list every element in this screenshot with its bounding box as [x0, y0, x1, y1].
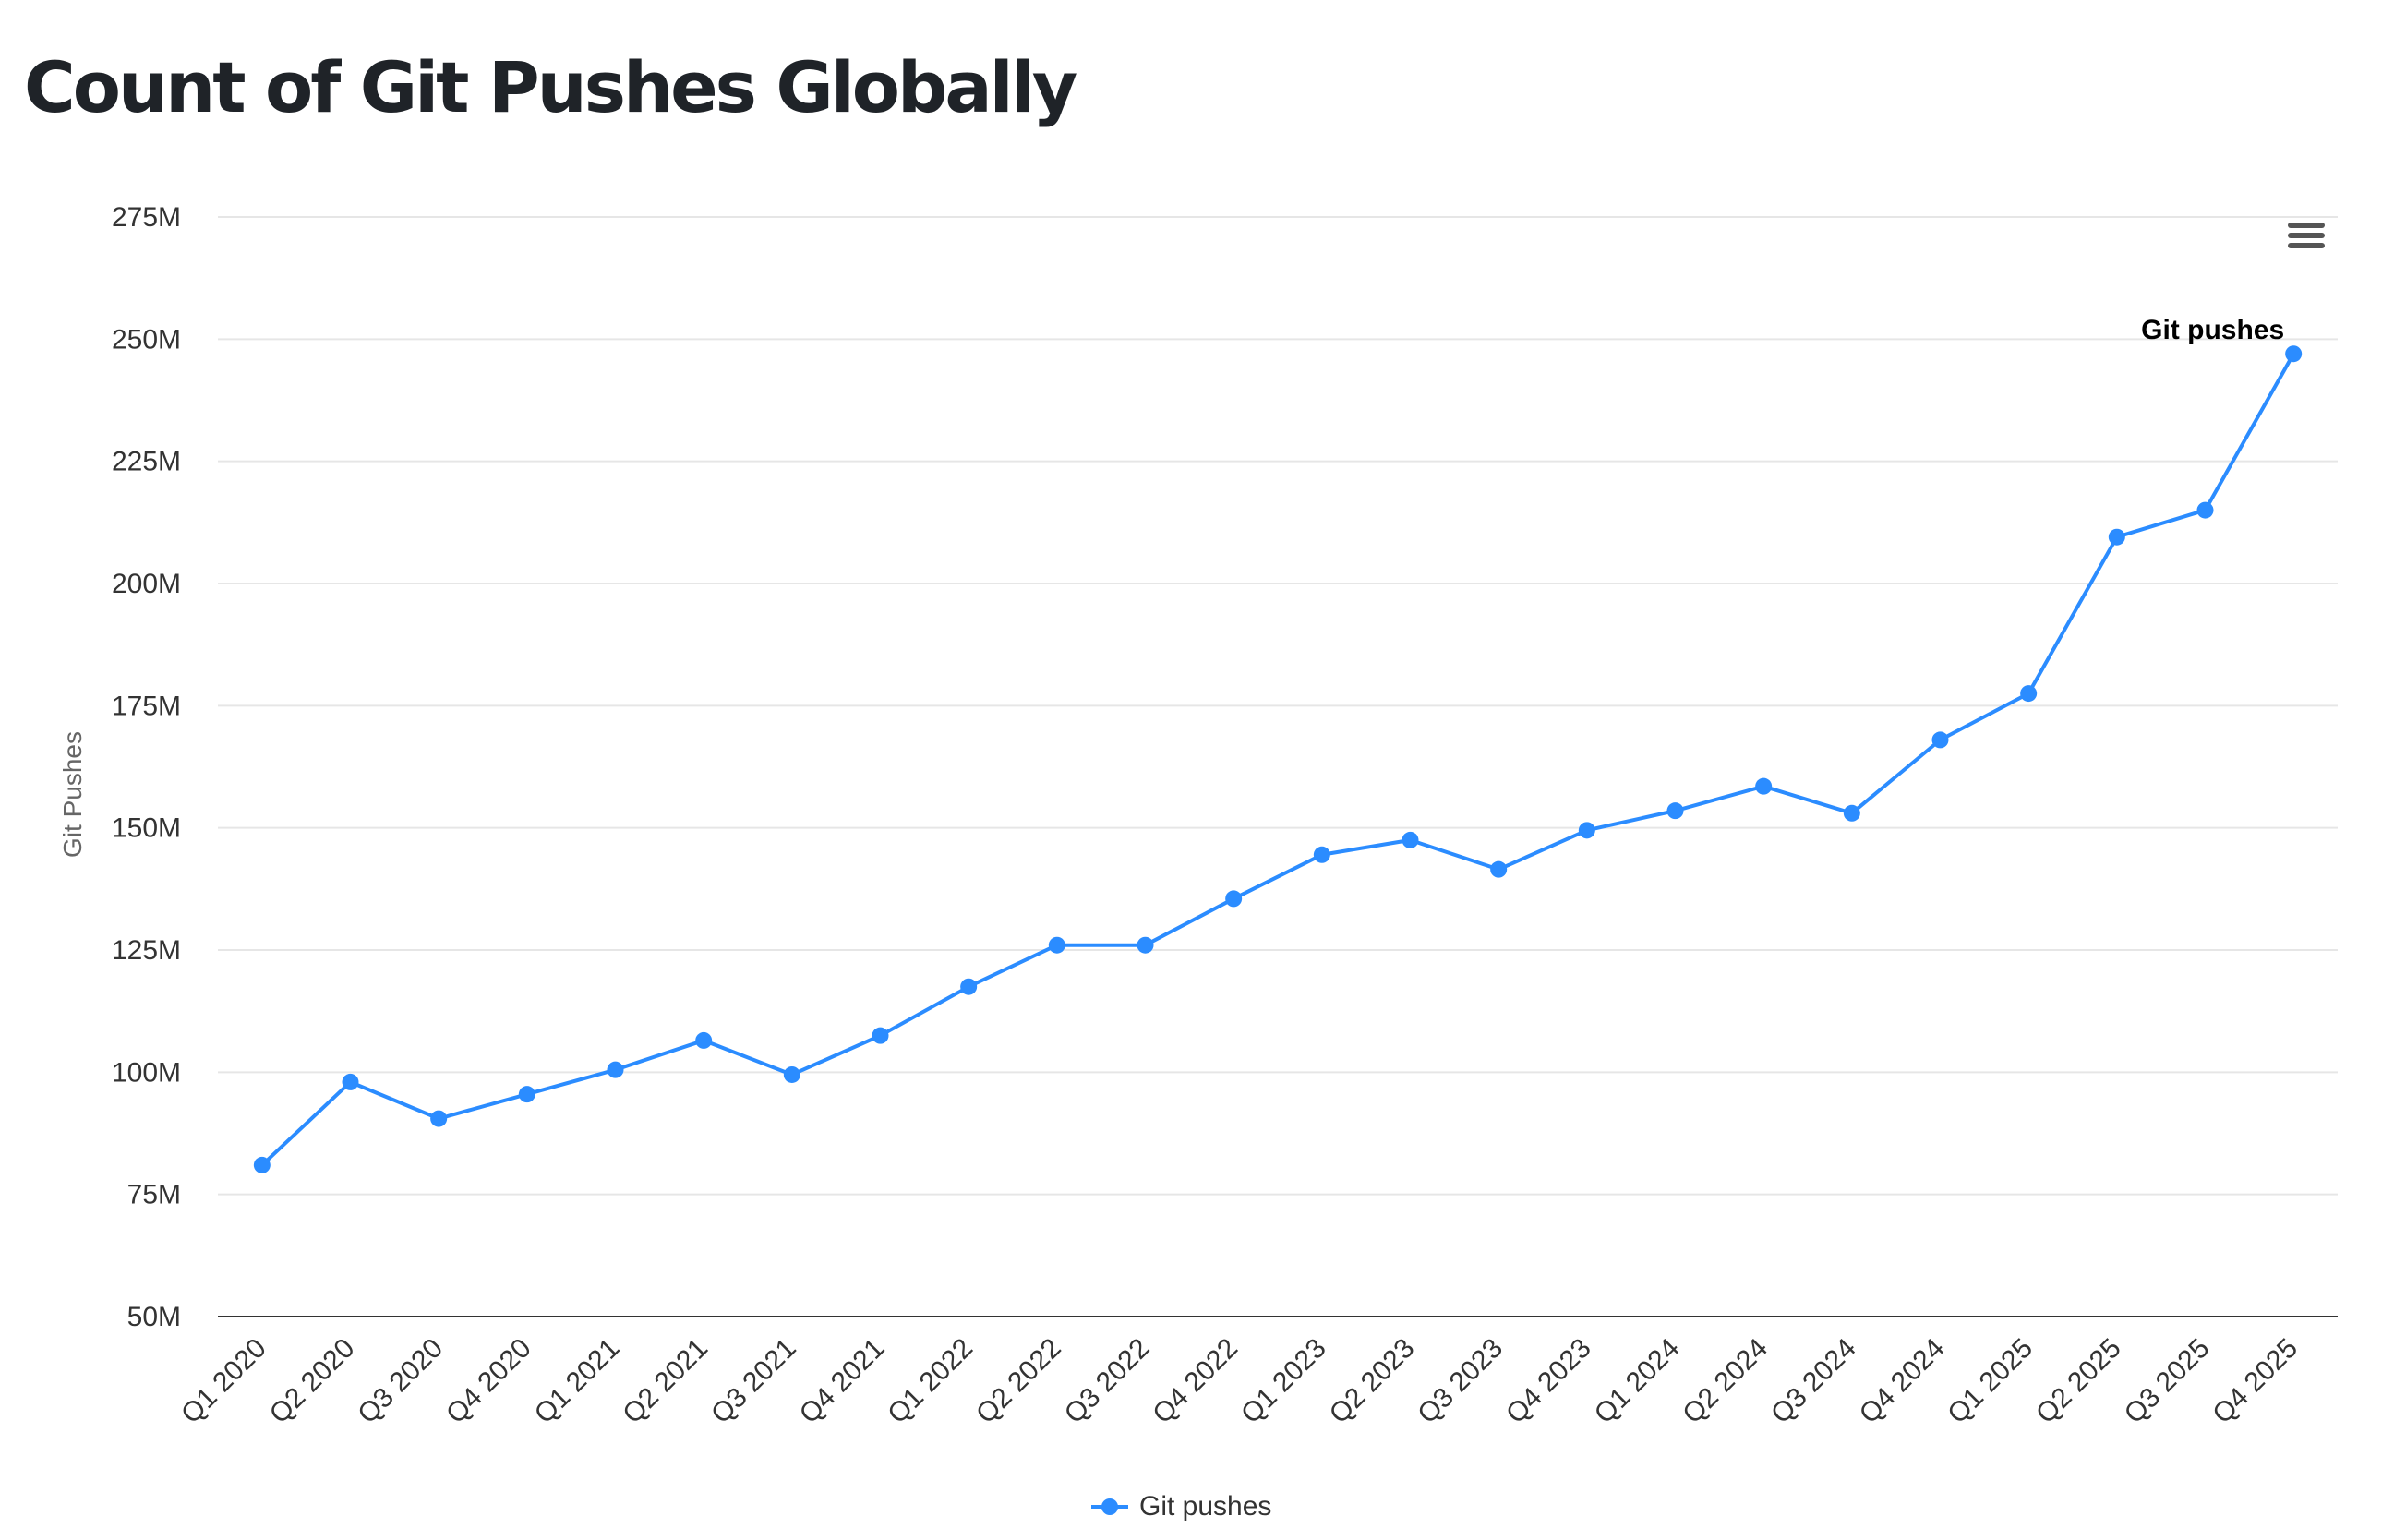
page-title: Count of Git Pushes Globally	[24, 46, 1077, 128]
legend-marker-icon	[1091, 1498, 1128, 1515]
y-axis-label: Git Pushes	[58, 731, 87, 858]
x-tick-label: Q3 2021	[705, 1333, 802, 1430]
y-tick-label: 75M	[127, 1180, 181, 1210]
data-point[interactable]	[430, 1110, 448, 1127]
x-tick-label: Q2 2023	[1324, 1333, 1421, 1430]
data-point[interactable]	[2196, 501, 2214, 519]
data-point[interactable]	[2285, 345, 2303, 363]
series-points[interactable]	[253, 345, 2303, 1173]
data-point[interactable]	[2020, 685, 2038, 703]
hamburger-menu-glyph	[2288, 223, 2325, 248]
legend-label: Git pushes	[1139, 1491, 1272, 1522]
x-tick-label: Q2 2021	[617, 1333, 714, 1430]
data-point[interactable]	[518, 1086, 535, 1103]
data-point[interactable]	[783, 1065, 800, 1083]
data-point[interactable]	[1755, 777, 1773, 795]
data-point[interactable]	[1931, 731, 1949, 749]
x-tick-label: Q4 2024	[1854, 1333, 1951, 1430]
x-tick-label: Q1 2021	[529, 1333, 626, 1430]
data-point[interactable]	[872, 1027, 889, 1044]
data-point[interactable]	[1578, 822, 1595, 839]
x-tick-label: Q4 2022	[1147, 1333, 1244, 1430]
y-axis-ticks: 50M 75M 100M 125M 150M 175M 200M 225M 250M 275M	[112, 202, 181, 1332]
x-tick-label: Q4 2020	[440, 1333, 537, 1430]
data-point[interactable]	[1402, 831, 1419, 848]
data-point[interactable]	[2108, 528, 2125, 546]
x-tick-label: Q4 2023	[1500, 1333, 1597, 1430]
data-point[interactable]	[1048, 936, 1065, 954]
series-line-git-pushes	[260, 353, 2295, 1167]
y-tick-label: 125M	[112, 935, 181, 966]
data-point[interactable]	[1313, 846, 1330, 863]
y-tick-label: 275M	[112, 202, 181, 233]
x-tick-label: Q2 2025	[2030, 1333, 2127, 1430]
y-tick-label: 250M	[112, 324, 181, 355]
x-tick-label: Q3 2023	[1412, 1333, 1509, 1430]
y-tick-label: 50M	[127, 1302, 181, 1332]
x-tick-label: Q3 2022	[1059, 1333, 1156, 1430]
y-tick-label: 200M	[112, 569, 181, 599]
data-point[interactable]	[607, 1061, 624, 1078]
x-tick-label: Q1 2020	[175, 1333, 272, 1430]
x-tick-label: Q4 2025	[2207, 1333, 2304, 1430]
y-tick-label: 225M	[112, 447, 181, 477]
data-point[interactable]	[1490, 860, 1508, 878]
grid-lines	[218, 216, 2338, 1196]
data-point[interactable]	[695, 1031, 713, 1049]
data-point[interactable]	[253, 1156, 271, 1173]
x-tick-label: Q1 2025	[1942, 1333, 2039, 1430]
x-tick-label: Q3 2020	[352, 1333, 449, 1430]
data-point[interactable]	[1137, 936, 1154, 954]
x-tick-label: Q1 2023	[1235, 1333, 1332, 1430]
x-tick-label: Q1 2024	[1589, 1333, 1686, 1430]
data-point[interactable]	[1666, 802, 1684, 820]
x-tick-label: Q2 2022	[970, 1333, 1067, 1430]
data-point[interactable]	[1843, 804, 1860, 822]
x-tick-label: Q1 2022	[882, 1333, 979, 1430]
y-tick-label: 175M	[112, 691, 181, 721]
x-tick-label: Q3 2024	[1765, 1333, 1862, 1430]
x-tick-label: Q4 2021	[794, 1333, 891, 1430]
data-point[interactable]	[960, 978, 978, 995]
data-point[interactable]	[1225, 890, 1243, 908]
x-tick-label: Q2 2024	[1677, 1333, 1774, 1430]
legend-item-git-pushes[interactable]: Git pushes	[1089, 1491, 1271, 1522]
y-tick-label: 100M	[112, 1057, 181, 1088]
x-tick-label: Q3 2025	[2119, 1333, 2216, 1430]
hamburger-menu-icon[interactable]	[2280, 212, 2336, 268]
x-tick-label: Q2 2020	[264, 1333, 361, 1430]
series-end-label: Git pushes	[2141, 315, 2284, 345]
y-tick-label: 150M	[112, 813, 181, 844]
data-point[interactable]	[342, 1073, 359, 1090]
